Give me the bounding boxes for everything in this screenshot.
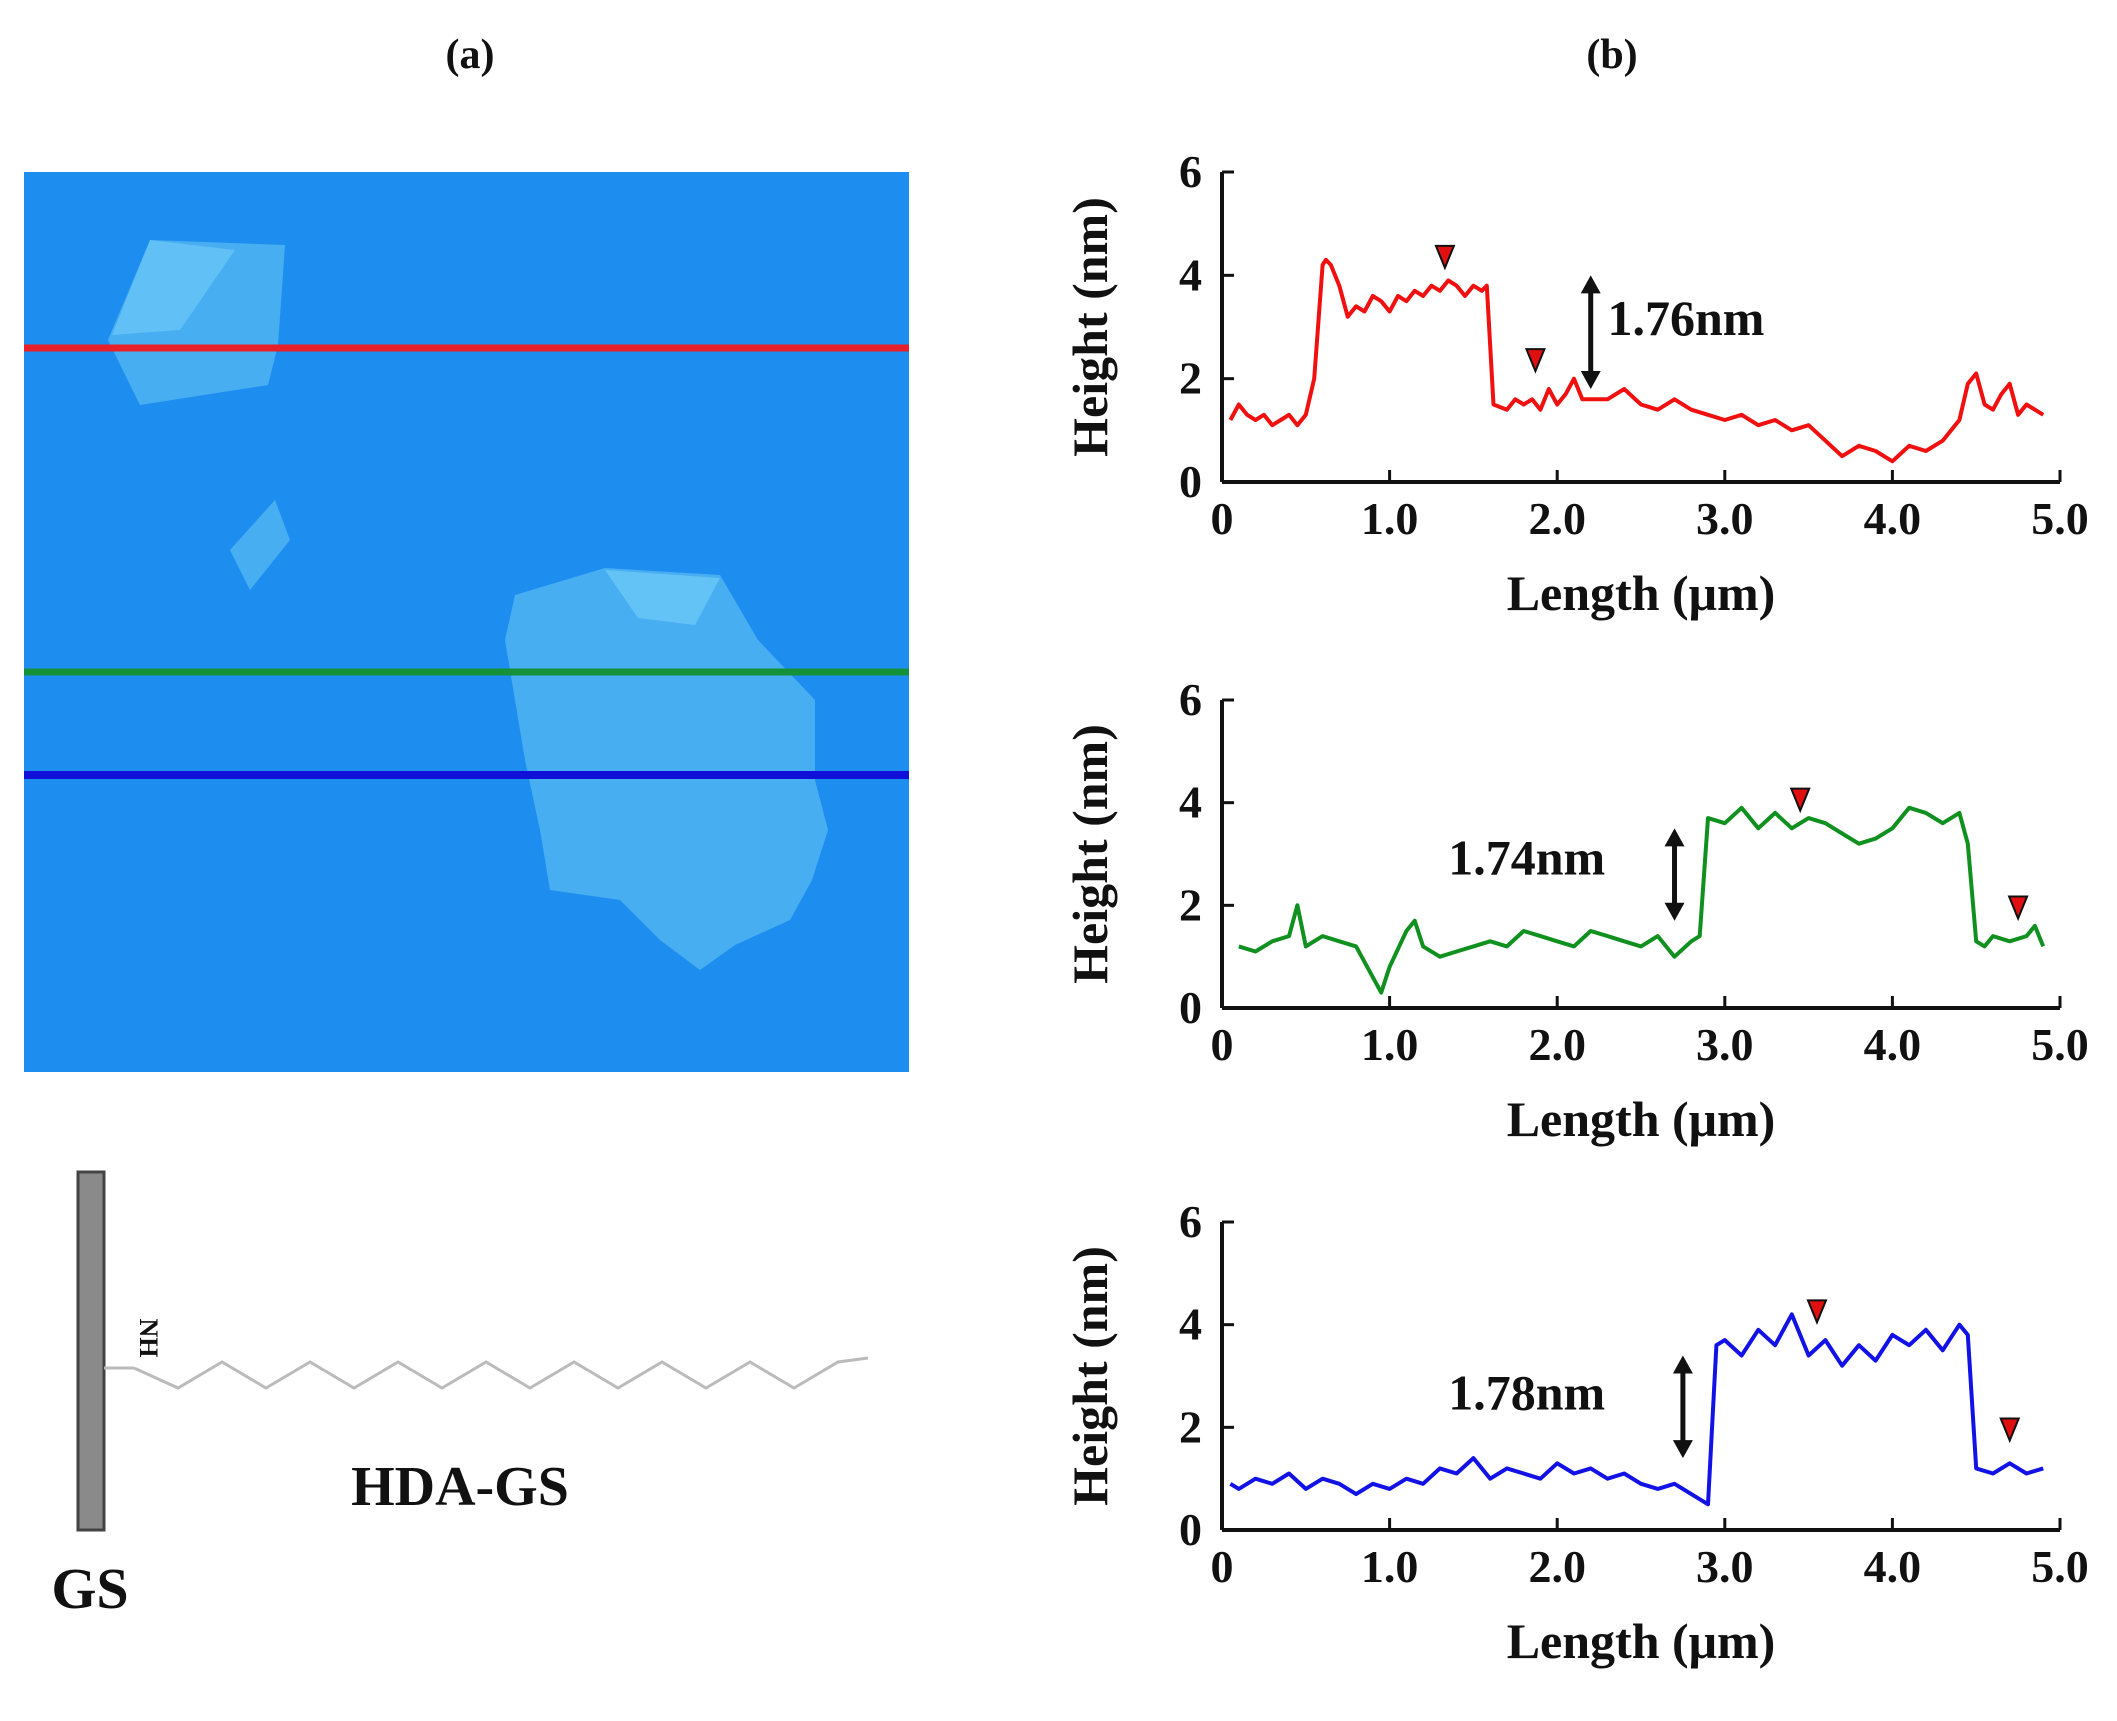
marker-1 (1999, 1417, 2021, 1444)
y-tick-label: 4 (1179, 777, 1202, 828)
x-tick-label: 5.0 (2031, 1541, 2089, 1592)
graphene-sheet-bar (76, 1170, 106, 1532)
afm-flake-large-highlight (605, 570, 720, 625)
afm-height-image (24, 172, 909, 1072)
x-tick-label: 3.0 (1696, 493, 1754, 544)
x-tick-label: 4.0 (1864, 493, 1922, 544)
marker-1 (2007, 895, 2029, 922)
y-tick-label: 0 (1179, 456, 1202, 507)
x-tick-label: 3.0 (1696, 1019, 1754, 1070)
x-tick-label: 1.0 (1361, 1541, 1419, 1592)
height-profile-red: 0 2 4 6 0 1.0 2.0 3.0 4.0 5.0 Length (μm) Height (n… (1062, 146, 2089, 621)
x-tick-label: 4.0 (1864, 1019, 1922, 1070)
y-tick-label: 0 (1179, 982, 1202, 1033)
x-tick-label: 2.0 (1528, 1541, 1586, 1592)
hda-gs-label: HDA-GS (351, 1456, 569, 1518)
afm-flake-fragment (230, 500, 290, 590)
gs-label: GS (51, 1556, 128, 1621)
afm-flake-small-highlight (112, 240, 235, 335)
y-tick-label: 2 (1179, 879, 1202, 930)
x-tick-label: 2.0 (1528, 493, 1586, 544)
y-axis-label: Height (nm) (1062, 1246, 1118, 1506)
x-tick-label: 1.0 (1361, 1019, 1419, 1070)
x-tick-label: 4.0 (1864, 1541, 1922, 1592)
x-tick-label: 2.0 (1528, 1019, 1586, 1070)
marker-0 (1789, 787, 1811, 814)
y-tick-label: 2 (1179, 353, 1202, 404)
height-arrow-head-down (1580, 371, 1601, 389)
x-tick-label: 0 (1211, 1019, 1234, 1070)
series-line (1238, 805, 2046, 995)
y-tick-label: 6 (1179, 146, 1202, 197)
x-axis-label: Length (μm) (1507, 1091, 1776, 1147)
height-profile-blue: 0 2 4 6 0 1.0 2.0 3.0 4.0 5.0 Length (μm) Height (n… (1062, 1196, 2089, 1669)
marker-1 (1524, 348, 1546, 374)
panel-label-a: (a) (446, 32, 495, 78)
marker-0 (1434, 244, 1456, 271)
height-arrow-head-up (1672, 1355, 1693, 1374)
marker-0 (1806, 1299, 1828, 1326)
y-tick-label: 4 (1179, 1299, 1202, 1350)
nh-label: NH (134, 1319, 163, 1358)
panel-label-b: (b) (1586, 32, 1637, 78)
y-tick-label: 6 (1179, 674, 1202, 725)
y-tick-label: 0 (1179, 1504, 1202, 1555)
x-tick-label: 0 (1211, 1541, 1234, 1592)
series-line (1228, 257, 2045, 464)
height-arrow-head-up (1664, 828, 1685, 847)
y-tick-label: 4 (1179, 249, 1202, 300)
height-arrow-head-up (1580, 275, 1601, 294)
height-arrow-head-down (1672, 1440, 1693, 1459)
x-tick-label: 5.0 (2031, 493, 2089, 544)
x-axis-label: Length (μm) (1507, 1613, 1776, 1669)
x-axis-label: Length (μm) (1507, 565, 1776, 621)
x-tick-label: 1.0 (1361, 493, 1419, 544)
hda-gs-schematic: NH GS HDA-GS (51, 1170, 869, 1621)
y-tick-label: 2 (1179, 1401, 1202, 1452)
y-axis-label: Height (nm) (1062, 197, 1118, 457)
x-tick-label: 5.0 (2031, 1019, 2089, 1070)
step-height-annotation: 1.76nm (1607, 290, 1764, 346)
step-height-annotation: 1.78nm (1448, 1364, 1605, 1420)
alkyl-chain (133, 1356, 869, 1390)
y-tick-label: 6 (1179, 1196, 1202, 1247)
series-line (1229, 1312, 2044, 1507)
x-tick-label: 3.0 (1696, 1541, 1754, 1592)
height-profile-green: 0 2 4 6 0 1.0 2.0 3.0 4.0 5.0 Length (μm) Height (n… (1062, 674, 2089, 1147)
x-tick-label: 0 (1211, 493, 1234, 544)
y-axis-label: Height (nm) (1062, 724, 1118, 984)
height-arrow-head-down (1664, 902, 1685, 921)
step-height-annotation: 1.74nm (1448, 830, 1605, 886)
